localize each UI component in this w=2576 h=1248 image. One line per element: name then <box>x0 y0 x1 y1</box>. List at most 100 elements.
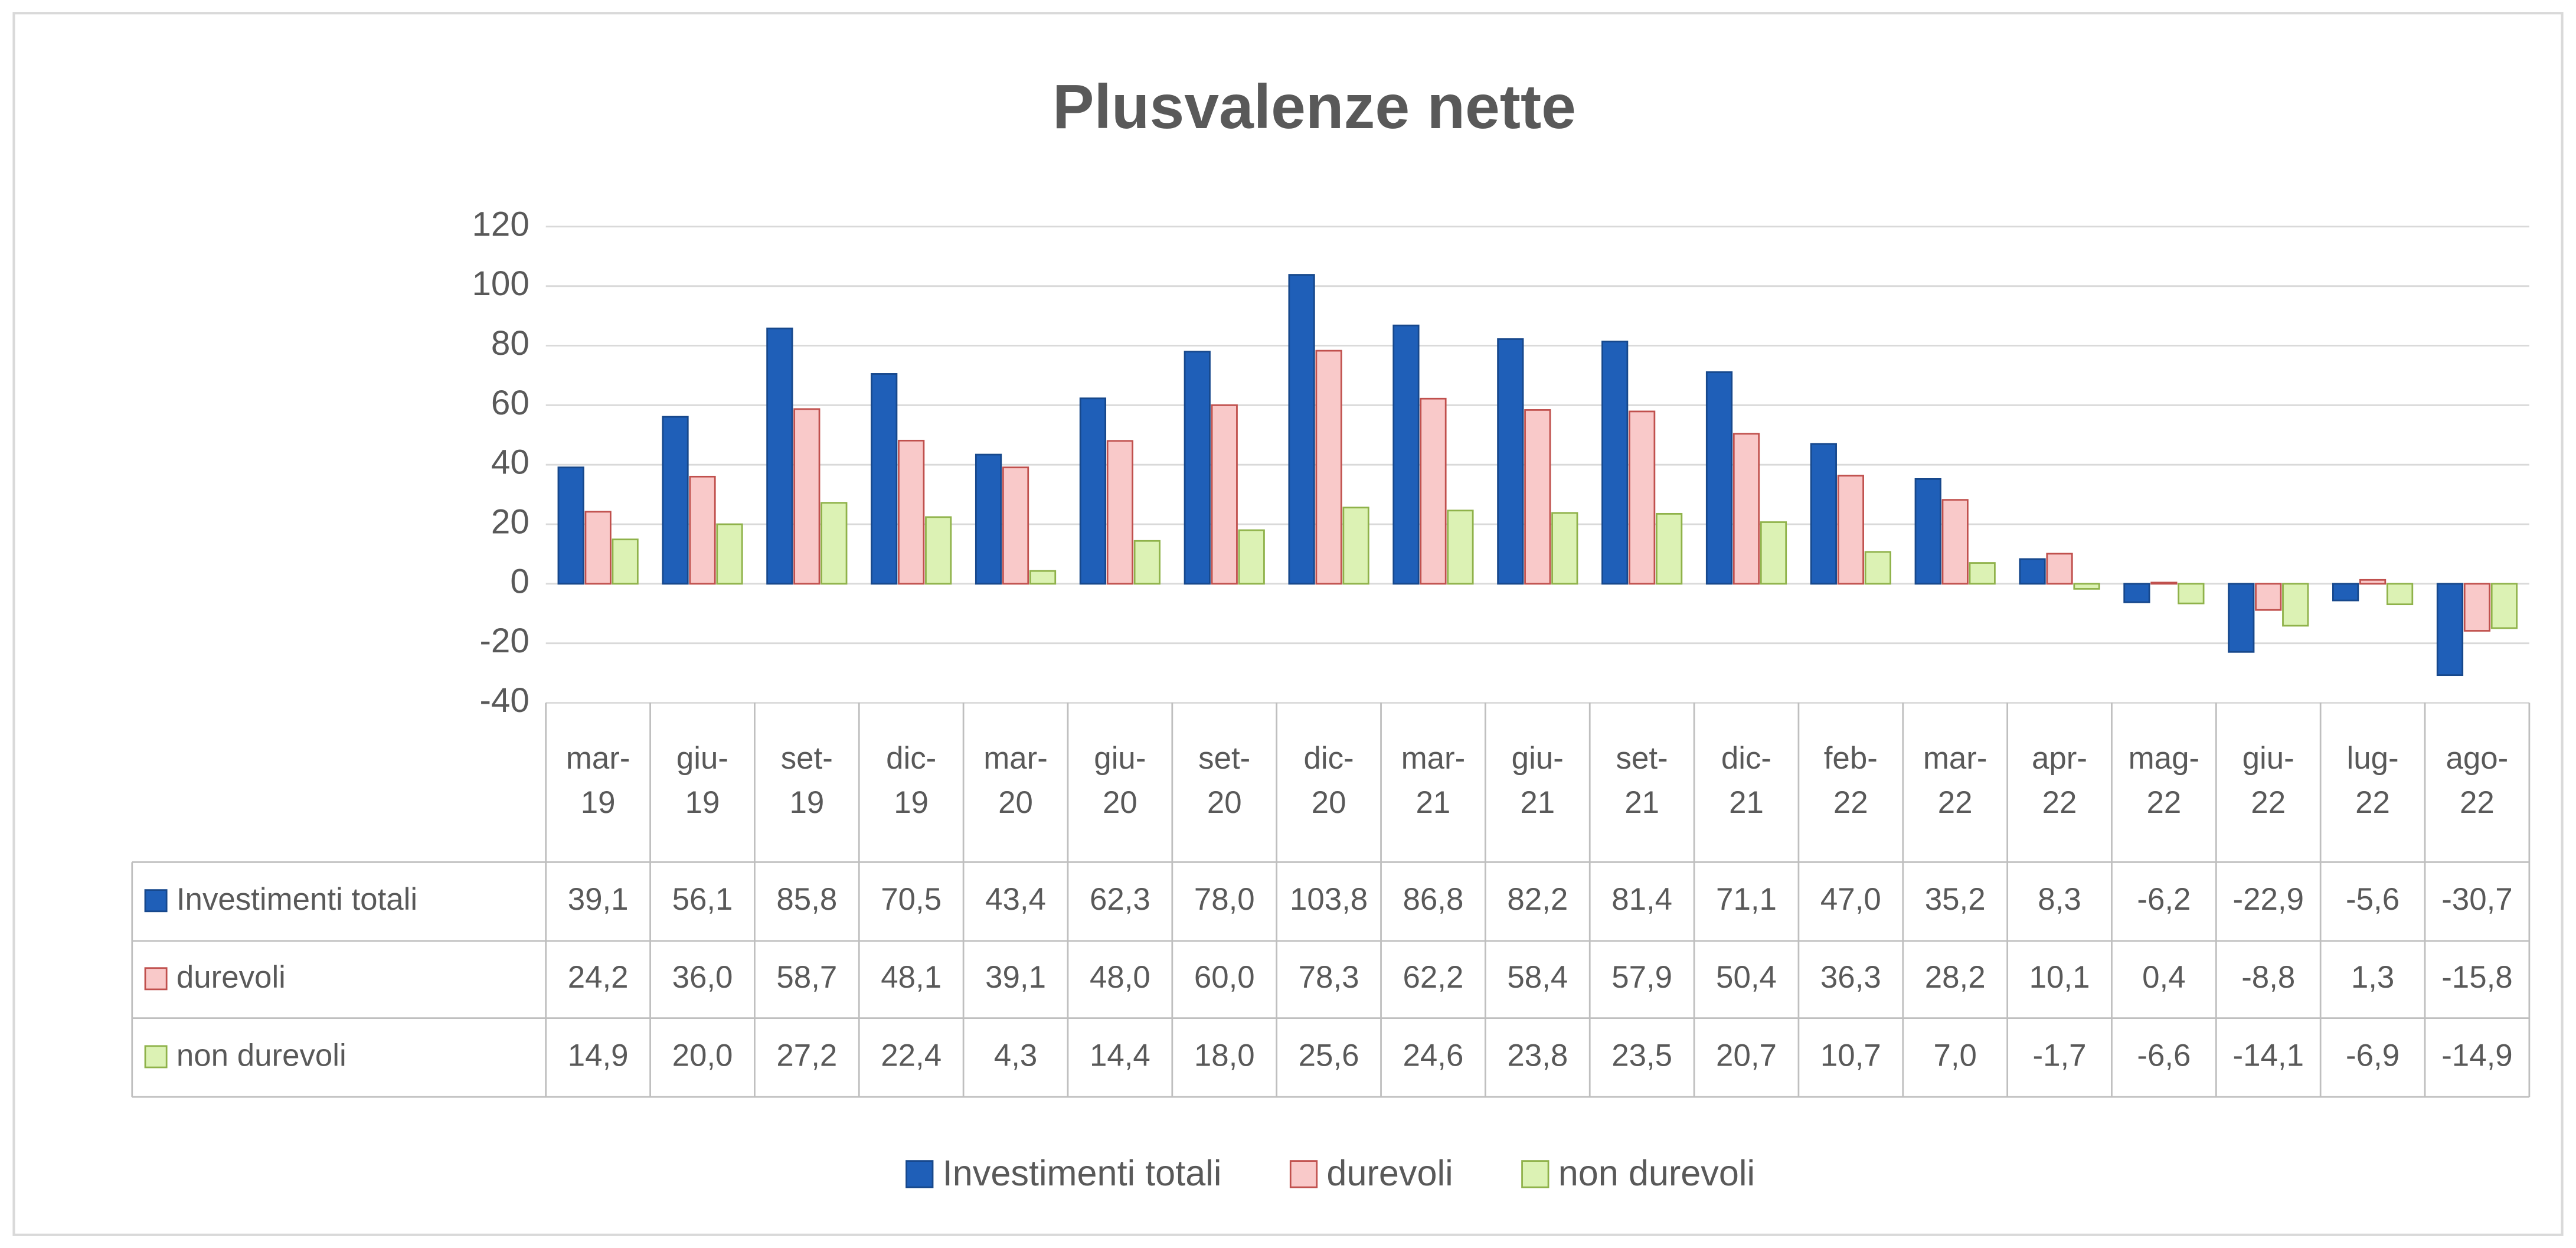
x-tick-label: mar-21 <box>1401 742 1466 821</box>
bar <box>1288 274 1315 585</box>
table-value: 36,3 <box>1820 960 1881 995</box>
x-tick-label: set-19 <box>780 742 833 821</box>
table-value: 24,2 <box>568 960 629 995</box>
x-tick-label: mar-20 <box>983 742 1048 821</box>
bar <box>1497 338 1524 585</box>
table-value: 81,4 <box>1611 882 1672 917</box>
table-value: 57,9 <box>1611 960 1672 995</box>
legend-label: durevoli <box>1326 1153 1453 1193</box>
y-tick-label: 100 <box>472 264 529 303</box>
category-cell: set-21 <box>1616 742 1668 821</box>
category-cell: apr-22 <box>2032 742 2087 820</box>
category-cell: dic-20 <box>1303 742 1354 821</box>
category-cell: lug-22 <box>2346 742 2398 820</box>
x-tick-label: set-21 <box>1616 742 1668 821</box>
table-value: 20,0 <box>672 1038 733 1073</box>
legend-label: non durevoli <box>1558 1153 1755 1193</box>
chart-frame <box>12 12 2564 1236</box>
legend: Investimenti totali durevoli non durevoli <box>905 1153 1755 1193</box>
table-value: 0,4 <box>2142 960 2185 995</box>
legend-label: Investimenti totali <box>943 1153 1222 1193</box>
table-value: -30,7 <box>2441 882 2512 917</box>
table-value: 48,1 <box>881 960 942 995</box>
x-tick-label: mar-22 <box>1923 742 1987 821</box>
x-tick-label: feb-22 <box>1823 742 1878 821</box>
bar <box>1656 512 1683 585</box>
bar <box>1732 433 1760 585</box>
bar <box>584 511 612 585</box>
bar <box>1420 397 1447 585</box>
table-legend-key <box>144 967 168 991</box>
y-tick-label: 40 <box>491 443 529 482</box>
bar <box>1969 562 1996 585</box>
bar <box>2123 583 2150 603</box>
table-value: 1,3 <box>2351 960 2394 995</box>
category-cell: dic-21 <box>1721 742 1771 820</box>
table-value: 58,7 <box>776 960 837 995</box>
table-value: 50,4 <box>1716 960 1777 995</box>
y-tick-label: -40 <box>479 681 529 720</box>
bar <box>925 516 952 585</box>
x-tick-label: giu-22 <box>2242 742 2294 821</box>
category-cell: dic-19 <box>886 742 937 821</box>
table-series-name: Investimenti totali <box>176 882 417 917</box>
bar <box>1760 521 1787 585</box>
table-value: -14,9 <box>2441 1038 2512 1073</box>
table-value: -6,2 <box>2137 882 2191 917</box>
table-value: -15,8 <box>2441 960 2512 995</box>
bar <box>1864 551 1891 585</box>
x-tick-label: giu-19 <box>676 742 729 821</box>
bar <box>975 453 1002 585</box>
x-tick-label: giu-20 <box>1094 742 1146 821</box>
bar <box>557 466 584 585</box>
bar <box>1079 397 1107 585</box>
y-tick-label: 20 <box>491 502 529 541</box>
table-value: 36,0 <box>672 960 733 995</box>
legend-key <box>1521 1160 1549 1188</box>
table-value: 20,7 <box>1716 1038 1777 1073</box>
table-value: 86,8 <box>1403 882 1464 917</box>
bar <box>1106 440 1134 585</box>
bar <box>820 502 848 585</box>
bar <box>1810 443 1837 585</box>
table-value: 78,0 <box>1194 882 1255 917</box>
bar <box>612 538 639 585</box>
bar <box>2463 583 2491 632</box>
table-value: 18,0 <box>1194 1038 1255 1073</box>
table-value: 14,9 <box>568 1038 629 1073</box>
table-value: 48,0 <box>1090 960 1150 995</box>
category-cell: giu-19 <box>676 742 729 821</box>
table-value: 25,6 <box>1299 1038 1359 1073</box>
bar <box>2386 583 2414 606</box>
category-cell: giu-20 <box>1094 742 1146 821</box>
table-value: 23,5 <box>1611 1038 1672 1073</box>
table-value: -1,7 <box>2033 1038 2087 1073</box>
y-tick-label: 80 <box>491 324 529 362</box>
bar <box>766 327 793 585</box>
bar <box>1447 509 1474 585</box>
category-cell: mar-19 <box>566 742 630 820</box>
bar <box>2228 583 2255 653</box>
bar <box>1551 512 1578 585</box>
bar <box>1601 341 1629 585</box>
x-tick-label: dic-20 <box>1303 742 1354 821</box>
bar <box>2019 558 2046 585</box>
table-value: -22,9 <box>2233 882 2304 917</box>
y-tick-label: -20 <box>479 622 529 660</box>
table-value: -6,6 <box>2137 1038 2191 1073</box>
table-legend-key <box>144 889 168 913</box>
table-value: 71,1 <box>1716 882 1777 917</box>
x-tick-label: dic-19 <box>886 742 937 821</box>
y-tick-label: 120 <box>472 205 529 243</box>
category-cell: set-19 <box>780 742 833 821</box>
table-value: 56,1 <box>672 882 733 917</box>
bar <box>2436 583 2464 677</box>
bar <box>898 439 925 585</box>
table-value: 23,8 <box>1507 1038 1568 1073</box>
table-value: 24,6 <box>1403 1038 1464 1073</box>
bar <box>662 416 689 585</box>
table-value: 8,3 <box>2038 882 2081 917</box>
table-value: 10,1 <box>2029 960 2090 995</box>
bar <box>2073 583 2100 590</box>
